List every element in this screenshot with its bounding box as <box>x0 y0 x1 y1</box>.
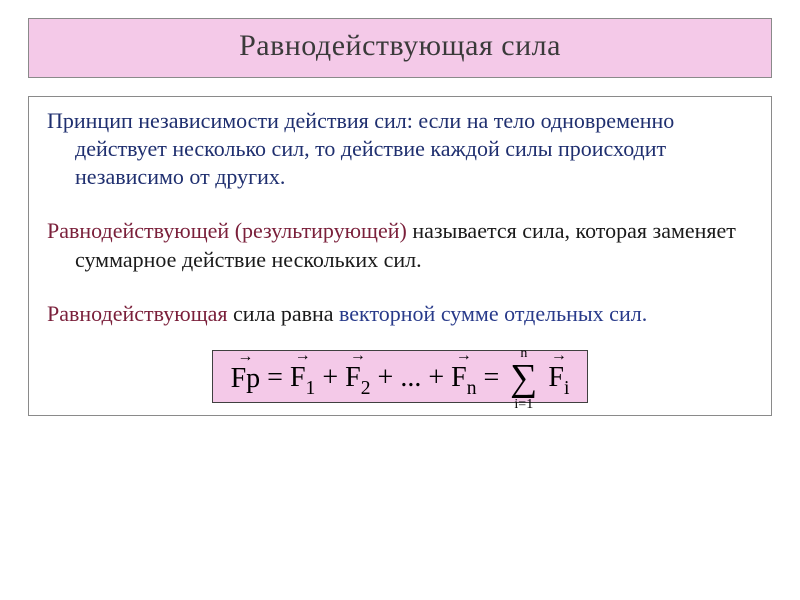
vector-arrow-icon: → <box>290 348 315 364</box>
vectorsum-part1: Равнодействующая <box>47 301 233 326</box>
paragraph-vector-sum: Равнодействующая сила равна векторной су… <box>47 300 753 328</box>
plus-3: + <box>428 362 451 393</box>
term-f2: → F2 <box>345 360 370 400</box>
slide-title: Равнодействующая сила <box>37 29 763 63</box>
fi-text: F <box>548 362 564 393</box>
fn-text: F <box>451 362 467 393</box>
title-box: Равнодействующая сила <box>28 18 772 78</box>
dots: ... <box>400 362 421 393</box>
f2-text: F <box>345 362 361 393</box>
vectorsum-part2: сила равна <box>233 301 339 326</box>
term-fi: → Fi <box>548 360 569 400</box>
term-fp: → Fр <box>231 361 261 397</box>
plus-2: + <box>378 362 401 393</box>
sigma-icon: n ∑ i=1 <box>510 359 537 400</box>
vector-arrow-icon: → <box>548 348 569 364</box>
fi-sub: i <box>564 378 569 399</box>
slide: Равнодействующая сила Принцип независимо… <box>0 0 800 600</box>
plus-1: + <box>322 362 345 393</box>
fn-sub: n <box>467 378 477 399</box>
term-f1: → F1 <box>290 360 315 400</box>
formula-box: → Fр = → F1 + → F2 + ... + → <box>212 350 589 403</box>
vector-arrow-icon: → <box>231 349 261 365</box>
f1-text: F <box>290 362 306 393</box>
term-fn: → Fn <box>451 360 476 400</box>
paragraph-principle: Принцип независимости действия сил: если… <box>47 107 753 191</box>
f2-sub: 2 <box>361 378 371 399</box>
definition-lead: Равнодействующей (результирующей) <box>47 218 407 243</box>
sigma-upper: n <box>510 345 537 363</box>
formula-container: → Fр = → F1 + → F2 + ... + → <box>47 350 753 403</box>
vectorsum-part3: векторной сумме отдельных сил. <box>339 301 647 326</box>
paragraph-definition: Равнодействующей (результирующей) называ… <box>47 217 753 273</box>
sigma-symbol: ∑ <box>510 357 537 399</box>
principle-lead: Принцип независимости действия сил: <box>47 108 418 133</box>
equals-1: = <box>267 362 290 393</box>
content-box: Принцип независимости действия сил: если… <box>28 96 772 416</box>
fp-text: Fр <box>231 363 261 394</box>
equals-2: = <box>483 362 506 393</box>
vector-arrow-icon: → <box>451 348 476 364</box>
vector-arrow-icon: → <box>345 348 370 364</box>
f1-sub: 1 <box>306 378 316 399</box>
sigma-lower: i=1 <box>510 396 537 414</box>
